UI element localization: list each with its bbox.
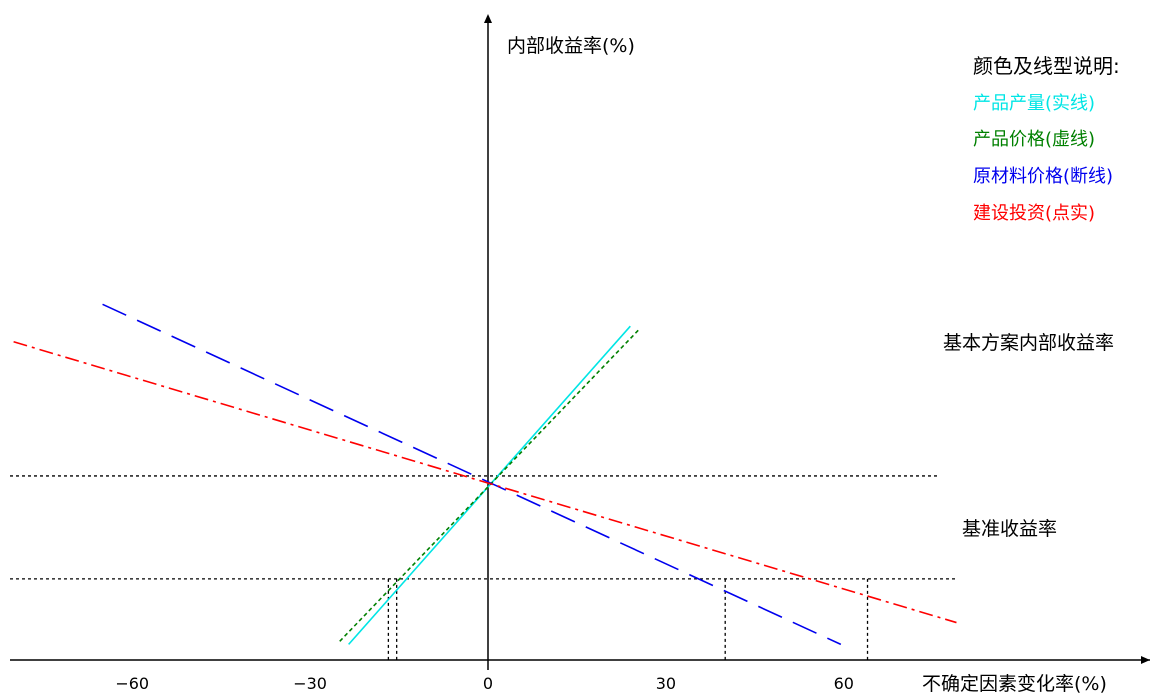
y-axis-label: 内部收益率(%) xyxy=(507,35,635,57)
axes xyxy=(10,14,1150,670)
series-line xyxy=(339,328,640,642)
legend-item-price: 产品价格(虚线) xyxy=(973,129,1095,150)
x-tick-label: 60 xyxy=(834,674,854,693)
reference-lines xyxy=(10,475,958,660)
legend-item-output: 产品产量(实线) xyxy=(973,93,1095,114)
x-tick-label: 30 xyxy=(656,674,676,693)
legend-item-material-price: 原材料价格(断线) xyxy=(973,166,1113,187)
legend: 颜色及线型说明: 产品产量(实线) 产品价格(虚线) 原材料价格(断线) 建设投… xyxy=(973,54,1120,224)
x-tick-label: 0 xyxy=(483,674,493,693)
x-axis-label: 不确定因素变化率(%) xyxy=(922,673,1107,695)
series-line xyxy=(13,340,957,624)
series-line xyxy=(348,325,631,645)
reference-label-benchmark-rate: 基准收益率 xyxy=(962,518,1057,540)
y-axis-arrow xyxy=(484,14,492,23)
legend-title: 颜色及线型说明: xyxy=(973,54,1120,78)
x-tick-label: −30 xyxy=(293,674,327,693)
legend-item-investment: 建设投资(点实) xyxy=(973,203,1095,224)
x-tick-label: −60 xyxy=(115,674,149,693)
series-group xyxy=(13,303,957,646)
x-axis-arrow xyxy=(1141,656,1150,664)
x-tick-labels: −60 −30 0 30 60 xyxy=(115,674,854,693)
series-line xyxy=(102,303,842,646)
reference-label-base-irr: 基本方案内部收益率 xyxy=(943,332,1114,354)
